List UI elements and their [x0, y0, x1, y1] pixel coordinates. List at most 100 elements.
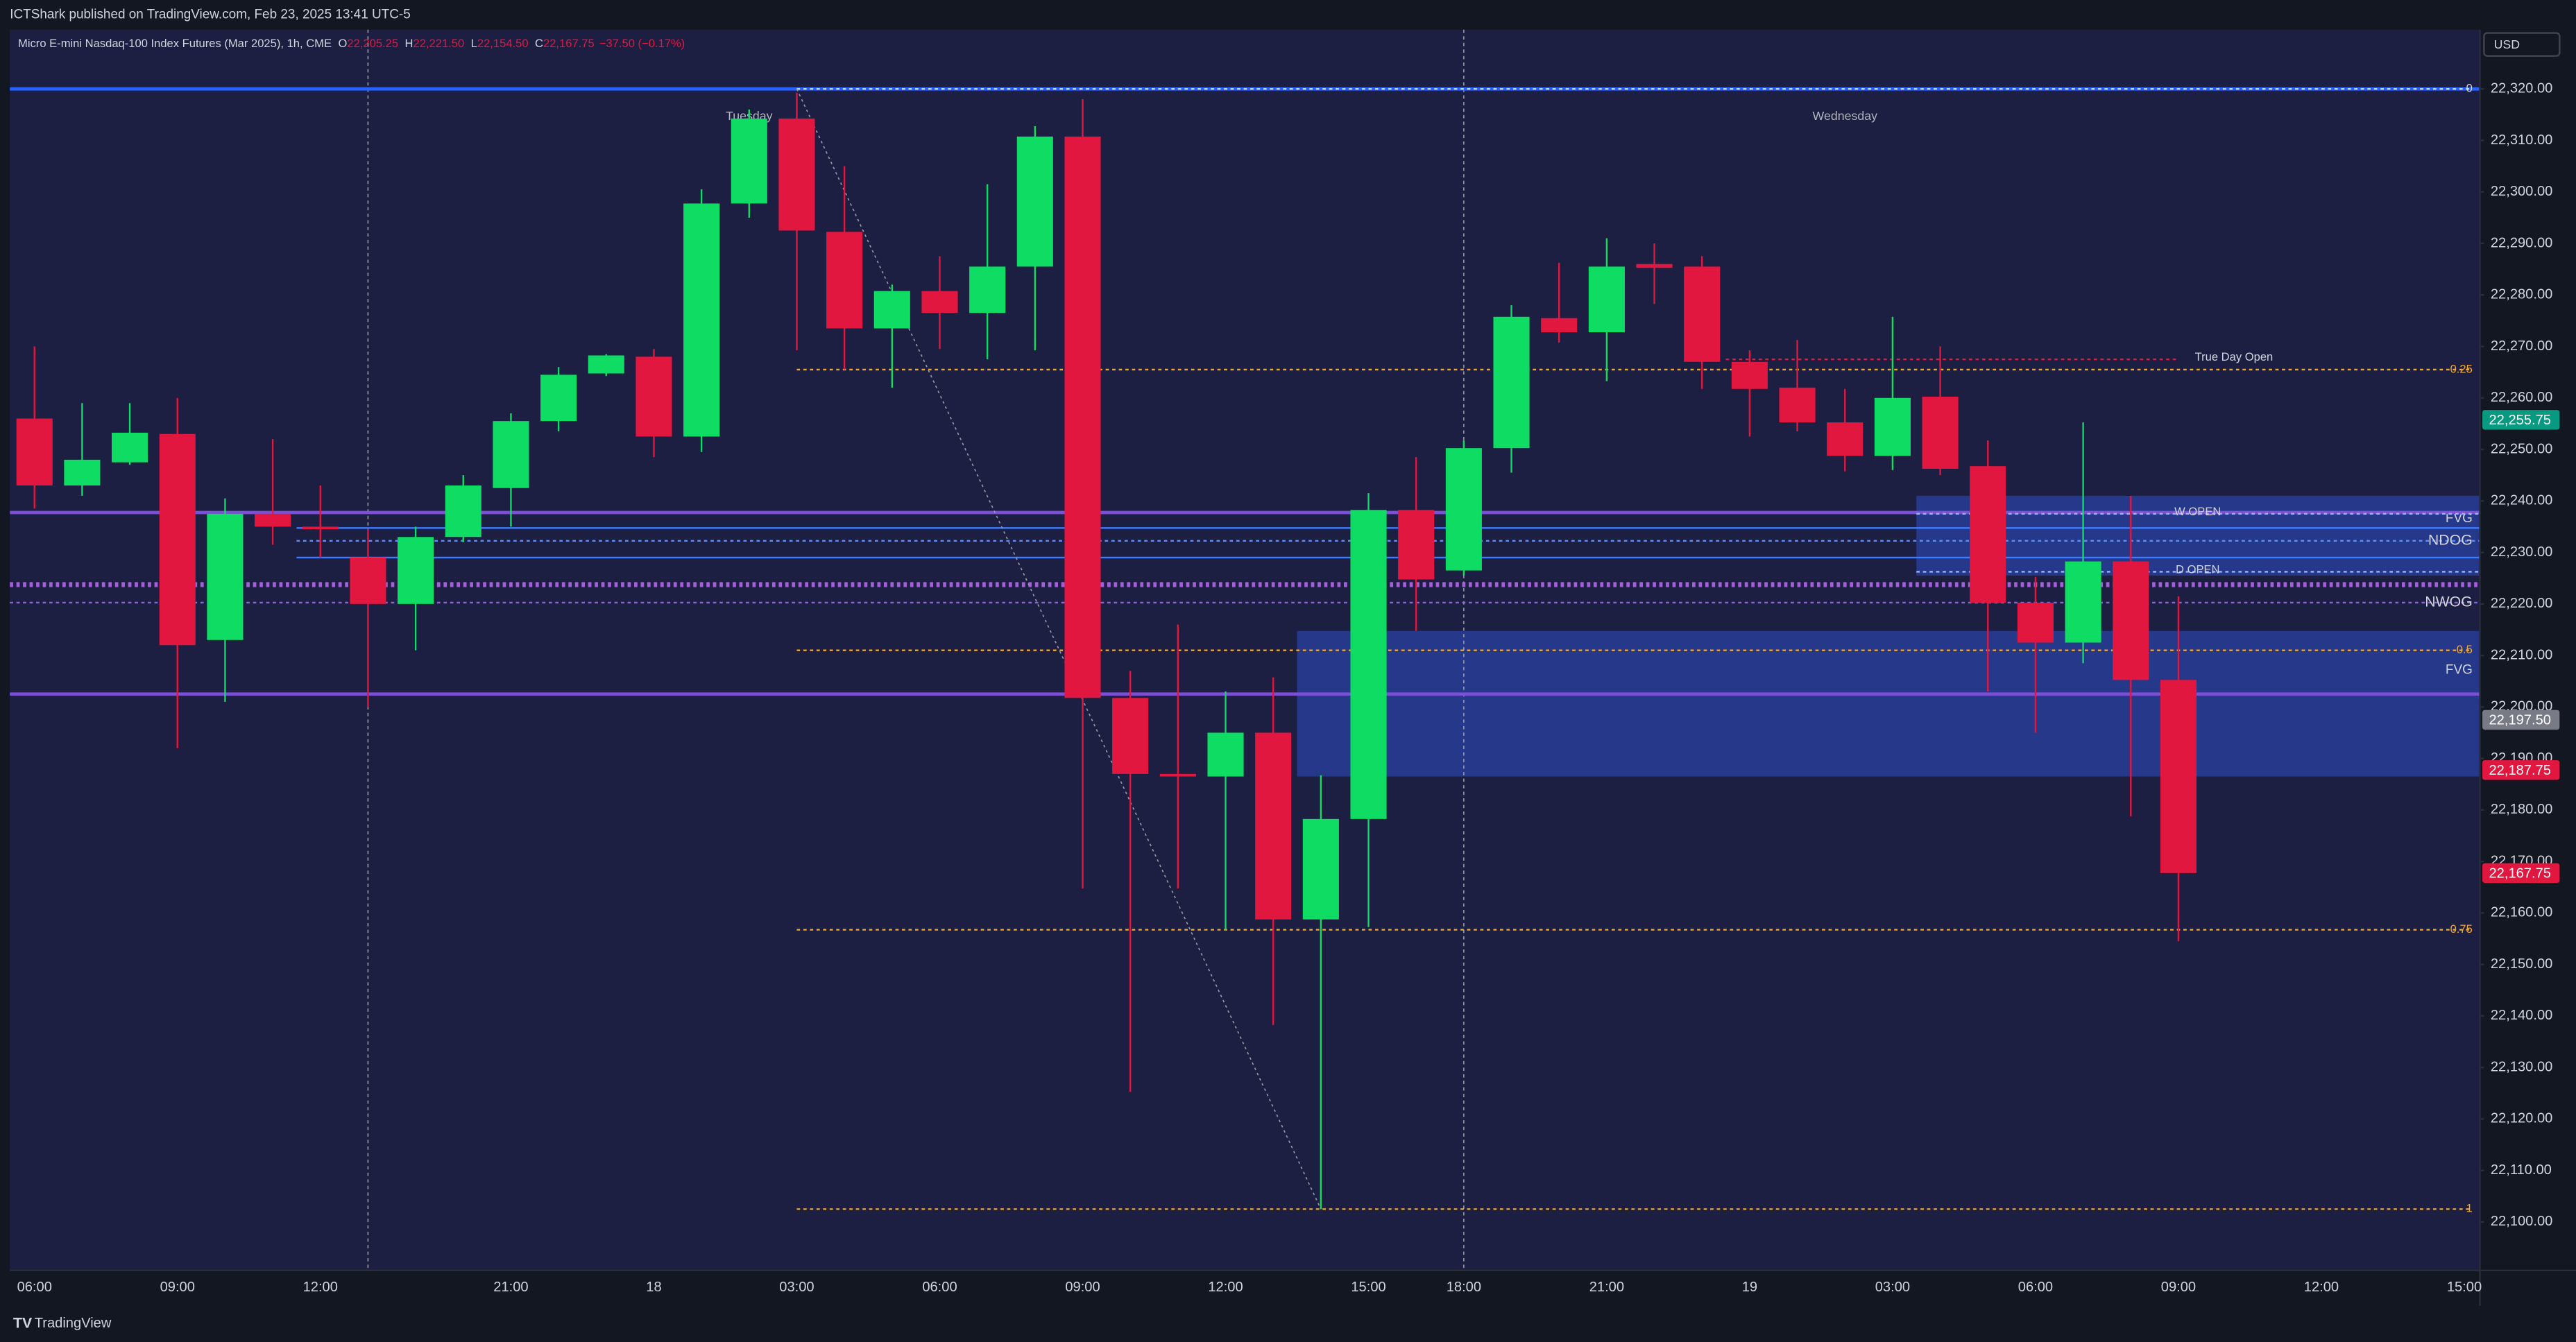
legend-value: 22,205.25: [347, 37, 398, 50]
candle-body: [1588, 266, 1625, 333]
candle-body: [921, 291, 958, 313]
y-tick-label: 22,150.00: [2491, 956, 2552, 972]
candle-body: [1302, 818, 1339, 920]
candle-body: [1255, 732, 1292, 920]
candle-body: [398, 537, 434, 604]
zone-label: FVG: [2446, 511, 2473, 526]
trend-line: [796, 88, 1322, 1210]
fvg-zone: [1916, 495, 2480, 576]
legend-change: −37.50 (−0.17%): [599, 37, 685, 50]
candle-body: [159, 433, 196, 646]
y-tick-label: 22,130.00: [2491, 1059, 2552, 1074]
fib-label: 0.5: [2457, 643, 2473, 656]
candle-body: [731, 118, 767, 204]
candle-body: [112, 432, 148, 463]
x-tick-label: 09:00: [1065, 1280, 1100, 1295]
brand-name: TradingView: [35, 1316, 112, 1331]
candle-body: [2113, 561, 2149, 680]
level-label: True Day Open: [2195, 350, 2274, 363]
y-tick-label: 22,310.00: [2491, 132, 2552, 148]
candle-body: [1016, 136, 1053, 267]
level-label: W OPEN: [2174, 505, 2221, 518]
y-tick-label: 22,100.00: [2491, 1214, 2552, 1229]
x-tick-label: 09:00: [160, 1280, 195, 1295]
currency: USD: [2494, 37, 2520, 51]
level-label: NDOG: [2428, 531, 2473, 548]
candle-body: [1493, 316, 1530, 449]
price-label: 22,255.75: [2489, 413, 2550, 428]
legend-key: L: [471, 37, 477, 50]
price-label-box: [2482, 410, 2560, 430]
price-label-box: [2482, 709, 2560, 730]
y-tick-label: 22,280.00: [2491, 287, 2552, 302]
legend: Micro E-mini Nasdaq-100 Index Futures (M…: [18, 37, 685, 50]
candle-body: [540, 375, 577, 422]
x-tick-label: 18: [646, 1280, 661, 1295]
x-tick-label: 03:00: [1875, 1280, 1910, 1295]
brand[interactable]: TV TradingView: [13, 1314, 112, 1331]
y-tick-label: 22,160.00: [2491, 905, 2552, 920]
fib-label: 0.75: [2450, 922, 2473, 936]
legend-value: 22,167.75: [543, 37, 595, 50]
zone-label: FVG: [2446, 663, 2473, 678]
price-label-box: [2482, 863, 2560, 884]
y-tick-label: 22,210.00: [2491, 647, 2552, 662]
candle-body: [2017, 602, 2054, 643]
candle-body: [1350, 510, 1387, 819]
candle-body: [636, 356, 672, 437]
x-tick-label: 12:00: [2304, 1280, 2339, 1295]
axes: 22,100.00 22,110.00 22,120.00 22,130.00 22,1…: [17, 32, 2561, 1295]
x-tick-label: 15:00: [1351, 1280, 1385, 1295]
candle-body: [969, 266, 1006, 313]
x-tick-label: 06:00: [2018, 1280, 2053, 1295]
publish-info: ICTShark published on TradingView.com, F…: [10, 7, 411, 21]
x-tick-label: 06:00: [922, 1280, 957, 1295]
candle-body: [873, 291, 910, 329]
candle-body: [2160, 680, 2197, 873]
y-tick-label: 22,270.00: [2491, 338, 2552, 354]
y-tick-label: 22,230.00: [2491, 544, 2552, 560]
candle-body: [1159, 773, 1196, 777]
legend-key: O: [338, 37, 347, 50]
candle-body: [1827, 422, 1863, 456]
x-tick-label: 06:00: [17, 1280, 52, 1295]
brand-logo: TV: [13, 1314, 33, 1331]
candle-body: [302, 526, 339, 530]
fib-label: 0.25: [2450, 362, 2473, 375]
x-tick-label: 21:00: [493, 1280, 528, 1295]
fvg-zone: [1297, 630, 2480, 777]
legend-line: Micro E-mini Nasdaq-100 Index Futures (M…: [18, 37, 685, 50]
price-label: 22,197.50: [2489, 712, 2550, 728]
candle-body: [1398, 510, 1435, 580]
level-label: D OPEN: [2176, 562, 2220, 576]
y-tick-label: 22,250.00: [2491, 441, 2552, 456]
candle-body: [1684, 266, 1721, 362]
day-label: Wednesday: [1813, 109, 1878, 123]
y-tick-label: 22,320.00: [2491, 81, 2552, 96]
candle-body: [1731, 361, 1768, 389]
candle-body: [1922, 396, 1959, 469]
price-label-box: [2482, 760, 2560, 780]
x-tick-label: 19: [1742, 1280, 1757, 1295]
candle-body: [493, 421, 529, 488]
legend-key: H: [405, 37, 413, 50]
y-tick-label: 22,120.00: [2491, 1111, 2552, 1126]
candle-body: [1445, 448, 1482, 571]
legend-value: 22,221.50: [413, 37, 465, 50]
candle-body: [1636, 264, 1673, 268]
candle-body: [1112, 698, 1149, 774]
candle-body: [826, 232, 863, 329]
legend-value: 22,154.50: [477, 37, 529, 50]
candle-body: [778, 118, 815, 231]
candle-body: [588, 355, 624, 374]
currency-box[interactable]: [2483, 32, 2561, 57]
x-tick-label: 03:00: [779, 1280, 814, 1295]
candle-body: [683, 203, 720, 437]
candle-body: [1970, 466, 2006, 603]
candle-body: [64, 459, 101, 486]
candles: [16, 92, 2197, 1210]
candle-body: [1207, 732, 1244, 777]
candle-body: [350, 557, 386, 604]
x-tick-label: 12:00: [303, 1280, 338, 1295]
